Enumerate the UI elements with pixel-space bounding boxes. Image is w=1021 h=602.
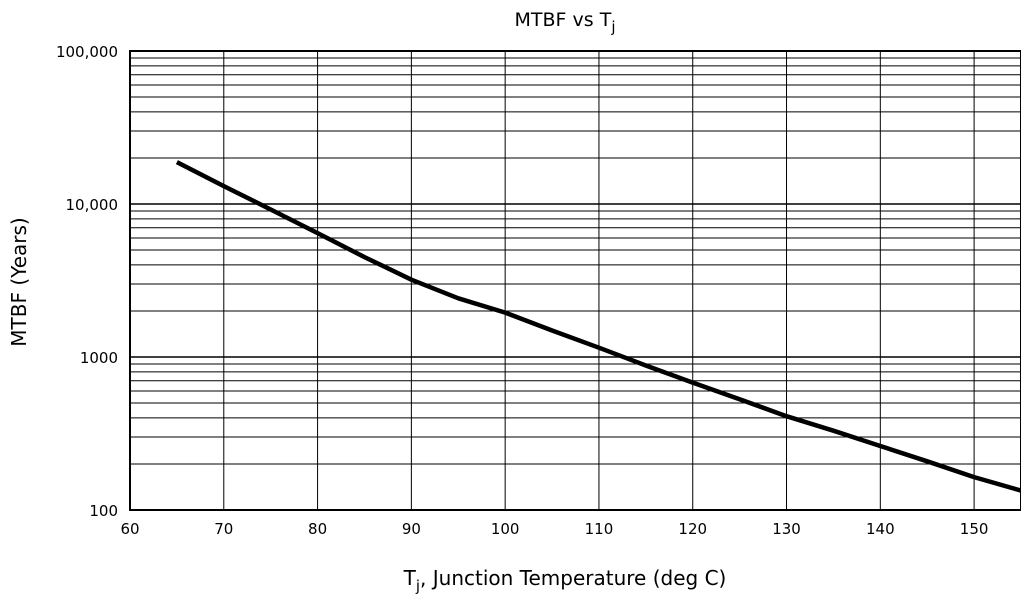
y-tick-label: 10,000 — [66, 196, 119, 214]
plot-border — [129, 50, 1021, 511]
y-tick-label: 1000 — [80, 349, 118, 367]
x-axis-title: Tj, Junction Temperature (deg C) — [403, 566, 727, 595]
tick-labels: 60 70 80 90 100 110 120 130 140 150 100 1000 10,000 1… — [56, 43, 988, 538]
x-tick-label: 140 — [866, 520, 895, 538]
x-tick-label: 130 — [772, 520, 801, 538]
y-tick-label: 100,000 — [56, 43, 118, 61]
x-tick-label: 100 — [491, 520, 520, 538]
chart-title: MTBF vs Tj — [515, 9, 616, 36]
x-tick-label: 90 — [402, 520, 421, 538]
plot-area — [175, 160, 1021, 493]
x-axis-title-post: , Junction Temperature (deg C) — [420, 566, 726, 590]
x-tick-label: 120 — [678, 520, 707, 538]
x-tick-label: 60 — [120, 520, 139, 538]
chart-title-main: MTBF vs T — [515, 9, 612, 31]
chart-title-subscript: j — [610, 18, 615, 36]
series-line — [175, 160, 1021, 493]
x-tick-label: 70 — [214, 520, 233, 538]
grid — [129, 50, 1021, 511]
y-axis-title: MTBF (Years) — [7, 217, 31, 346]
y-tick-label: 100 — [89, 502, 118, 520]
x-tick-label: 150 — [960, 520, 989, 538]
x-tick-label: 110 — [585, 520, 614, 538]
x-axis-title-subscript: j — [415, 577, 420, 595]
plot-frame — [129, 50, 1021, 511]
x-axis-title-pre: T — [403, 566, 417, 590]
x-tick-label: 80 — [308, 520, 327, 538]
